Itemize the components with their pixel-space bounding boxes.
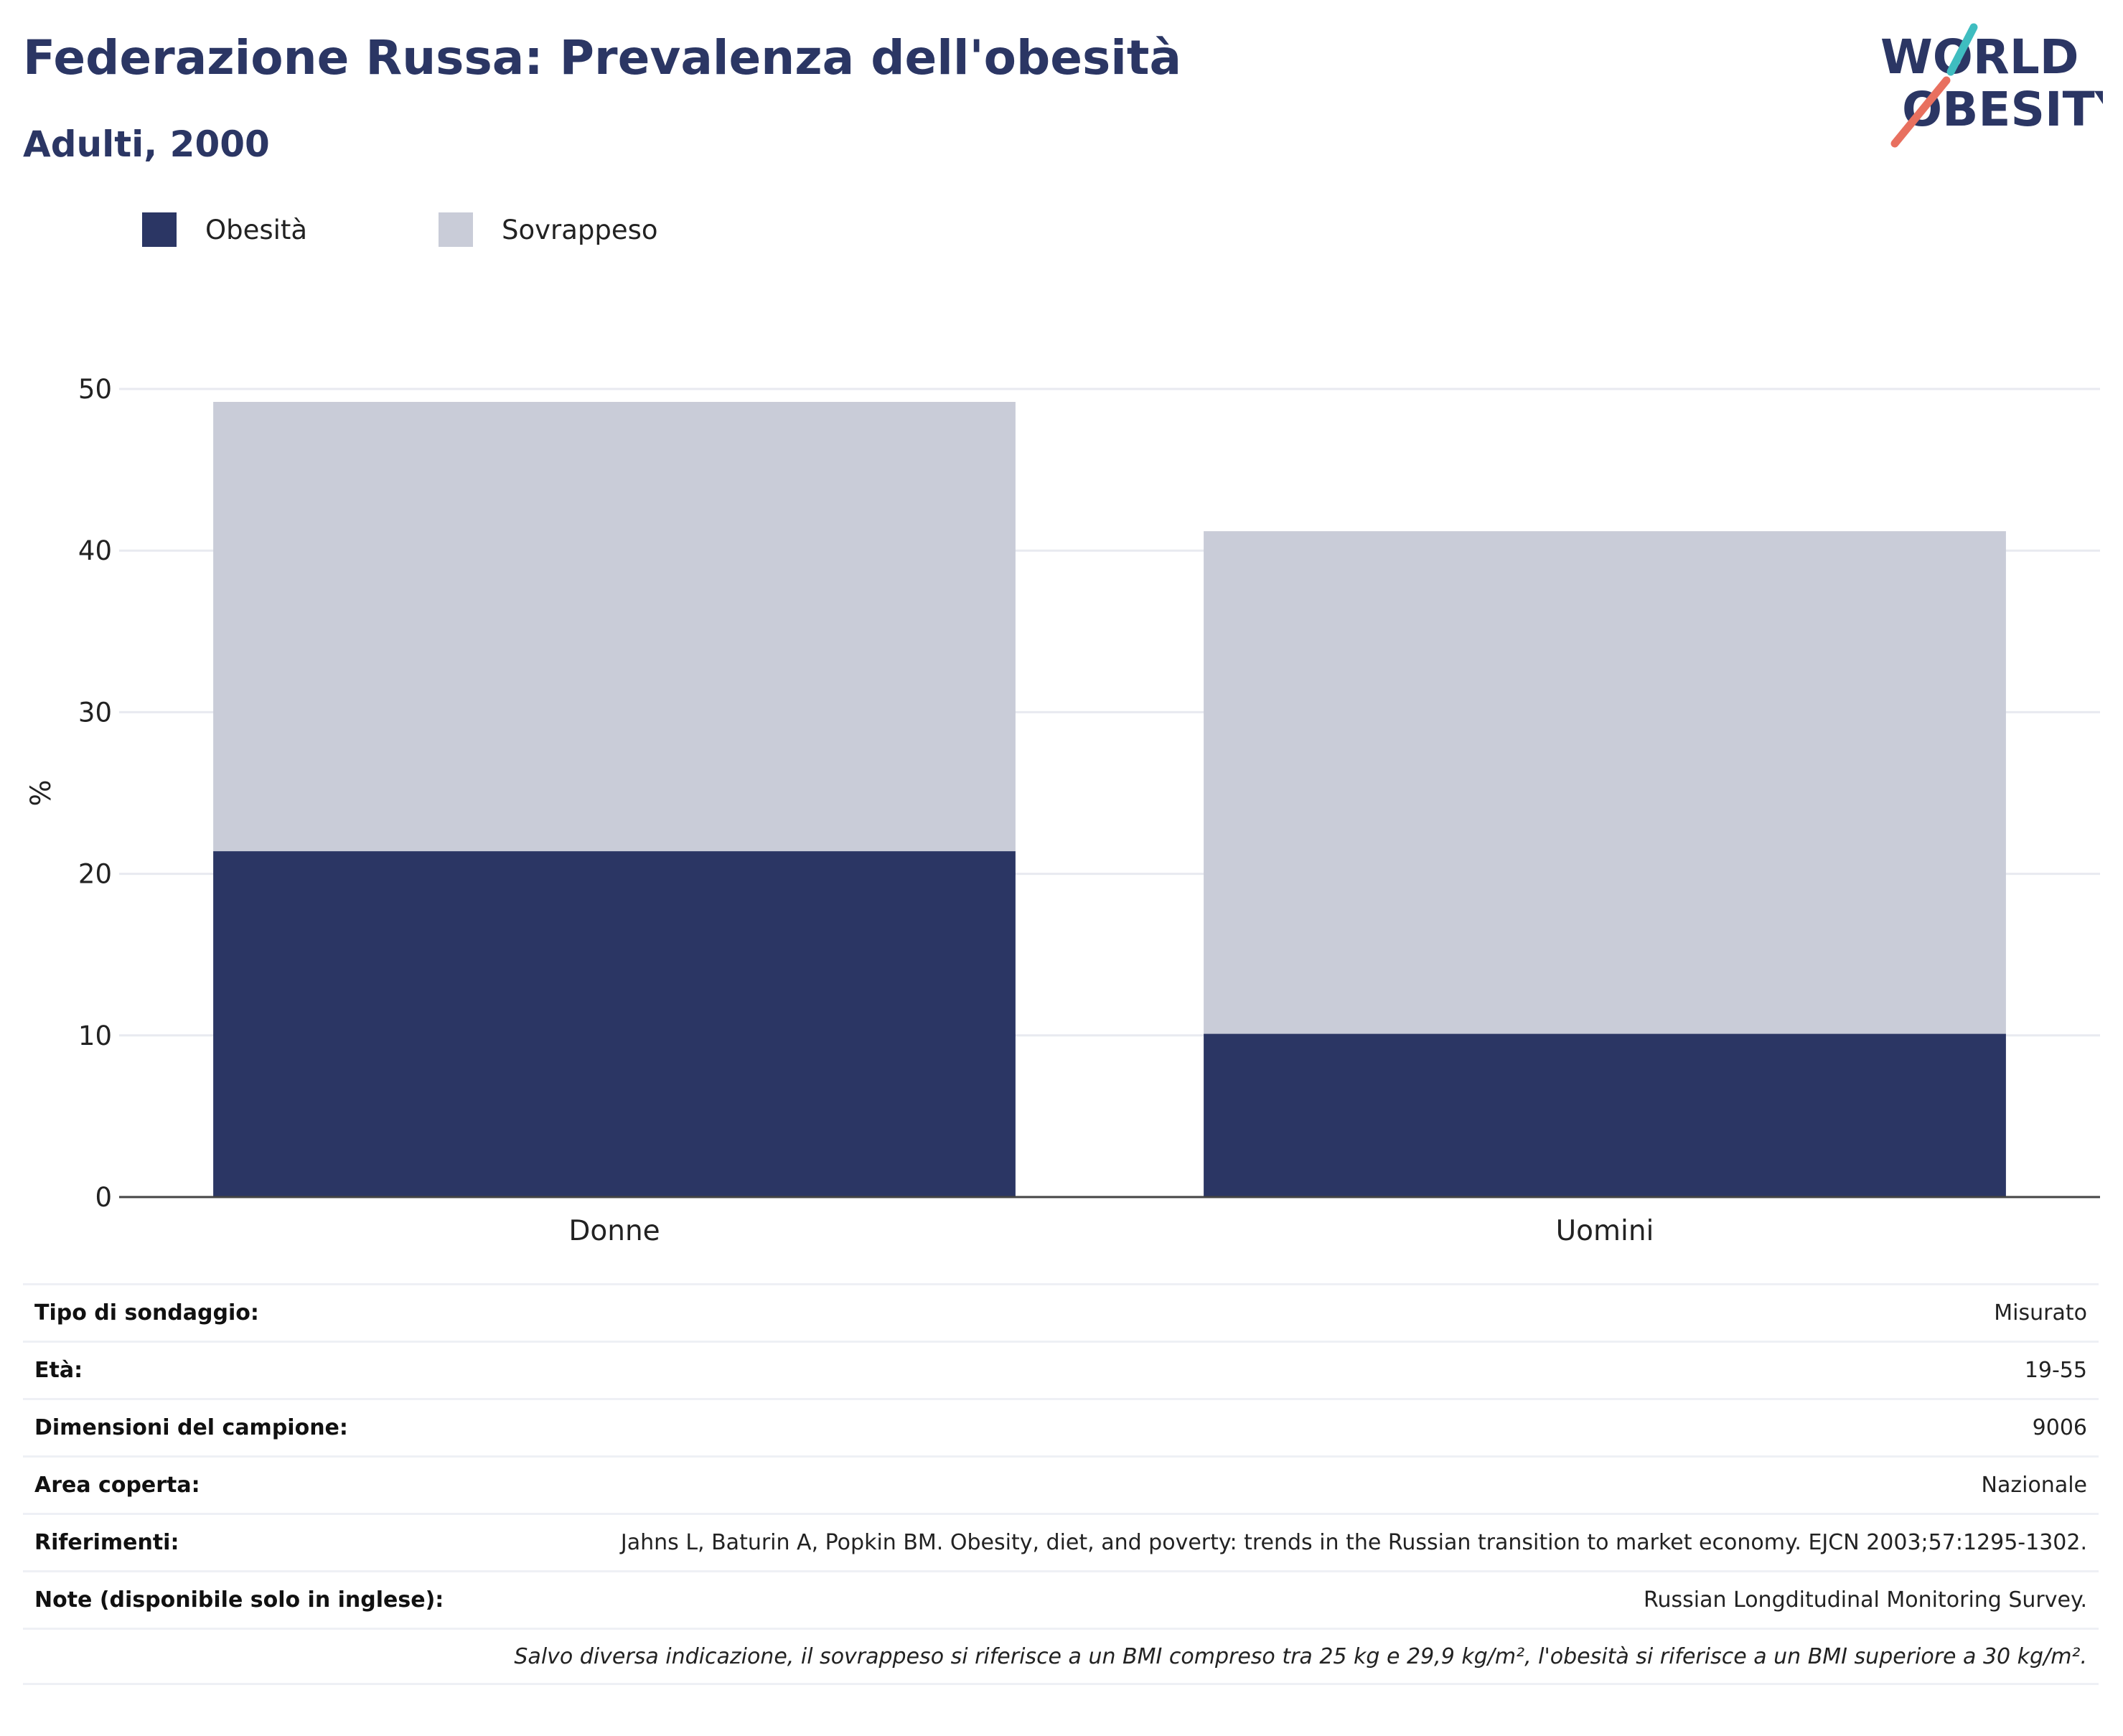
meta-label: Riferimenti:	[34, 1530, 179, 1555]
legend-item-sovrappeso[interactable]: Sovrappeso	[439, 212, 658, 247]
meta-row-definition: Salvo diversa indicazione, il sovrappeso…	[23, 1628, 2099, 1685]
meta-value: 19-55	[2024, 1358, 2087, 1383]
logo-text-obesity: OBESITY	[1902, 82, 2103, 137]
y-tick-label: 40	[78, 535, 112, 566]
logo-slash-coral	[1890, 76, 1951, 148]
meta-label: Età:	[34, 1358, 83, 1383]
meta-row-area: Area coperta: Nazionale	[23, 1455, 2099, 1513]
meta-label: Note (disponibile solo in inglese):	[34, 1587, 444, 1613]
meta-value: Misurato	[1994, 1300, 2087, 1326]
logo-text-world: WORLD	[1880, 29, 2079, 85]
legend-swatch-obesita	[142, 212, 177, 247]
meta-row-survey-type: Tipo di sondaggio: Misurato	[23, 1283, 2099, 1341]
meta-value: 9006	[2032, 1415, 2087, 1440]
logo-slash-teal	[1946, 23, 1978, 76]
legend-swatch-sovrappeso	[439, 212, 473, 247]
meta-definition-note: Salvo diversa indicazione, il sovrappeso…	[514, 1643, 2087, 1669]
legend-label-obesita: Obesità	[205, 214, 308, 245]
legend-item-obesita[interactable]: Obesità	[142, 212, 307, 247]
y-tick-label: 0	[95, 1182, 112, 1213]
meta-label: Tipo di sondaggio:	[34, 1300, 259, 1326]
meta-label: Area coperta:	[34, 1473, 200, 1498]
y-tick-label: 10	[78, 1021, 112, 1051]
meta-value: Russian Longditudinal Monitoring Survey.	[1643, 1587, 2087, 1613]
meta-value: Jahns L, Baturin A, Popkin BM. Obesity, …	[620, 1530, 2087, 1555]
page-title: Federazione Russa: Prevalenza dell'obesi…	[23, 30, 1182, 85]
meta-row-age: Età: 19-55	[23, 1341, 2099, 1398]
bar-donne-obesit	[213, 851, 1016, 1197]
meta-label: Dimensioni del campione:	[34, 1415, 348, 1440]
y-tick-label: 30	[78, 697, 112, 728]
bar-uomini-obesit	[1204, 1033, 2006, 1197]
meta-value: Nazionale	[1981, 1473, 2087, 1498]
bar-uomini-sovrappeso	[1204, 531, 2006, 1034]
y-tick-label: 20	[78, 859, 112, 890]
x-tick-label: Uomini	[1556, 1215, 1654, 1247]
x-tick-label: Donne	[568, 1215, 660, 1247]
y-tick-label: 50	[78, 374, 112, 405]
world-obesity-logo: WORLD OBESITY	[1880, 23, 2103, 148]
legend-label-sovrappeso: Sovrappeso	[502, 214, 658, 245]
page-subtitle: Adulti, 2000	[23, 123, 270, 165]
y-axis-label: %	[25, 779, 57, 806]
meta-row-sample-size: Dimensioni del campione: 9006	[23, 1398, 2099, 1455]
meta-row-notes: Note (disponibile solo in inglese): Russ…	[23, 1570, 2099, 1628]
stacked-bar-chart: 0 10 20 30 40 50 Donne Uomini%	[25, 374, 2100, 1247]
metadata-table: Tipo di sondaggio: Misurato Età: 19-55 D…	[23, 1283, 2099, 1685]
meta-row-references: Riferimenti: Jahns L, Baturin A, Popkin …	[23, 1513, 2099, 1570]
bar-donne-sovrappeso	[213, 402, 1016, 852]
